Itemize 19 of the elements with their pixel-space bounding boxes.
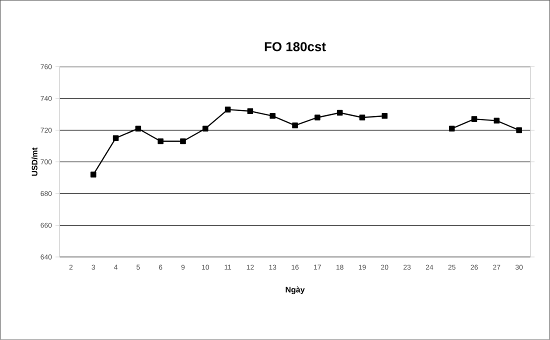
point [270,113,276,119]
point [494,118,500,124]
point [224,106,231,113]
point [471,116,478,122]
point [359,114,366,120]
point [247,108,254,114]
point [112,135,119,142]
point [135,126,142,132]
point [448,126,455,132]
point [382,113,388,119]
point [516,127,522,134]
point [90,172,96,178]
chart-title: FO 180cst [264,42,326,52]
point [314,114,320,120]
point [202,126,208,132]
point [292,122,298,128]
point [180,138,186,144]
point [158,138,164,144]
point [336,110,343,116]
